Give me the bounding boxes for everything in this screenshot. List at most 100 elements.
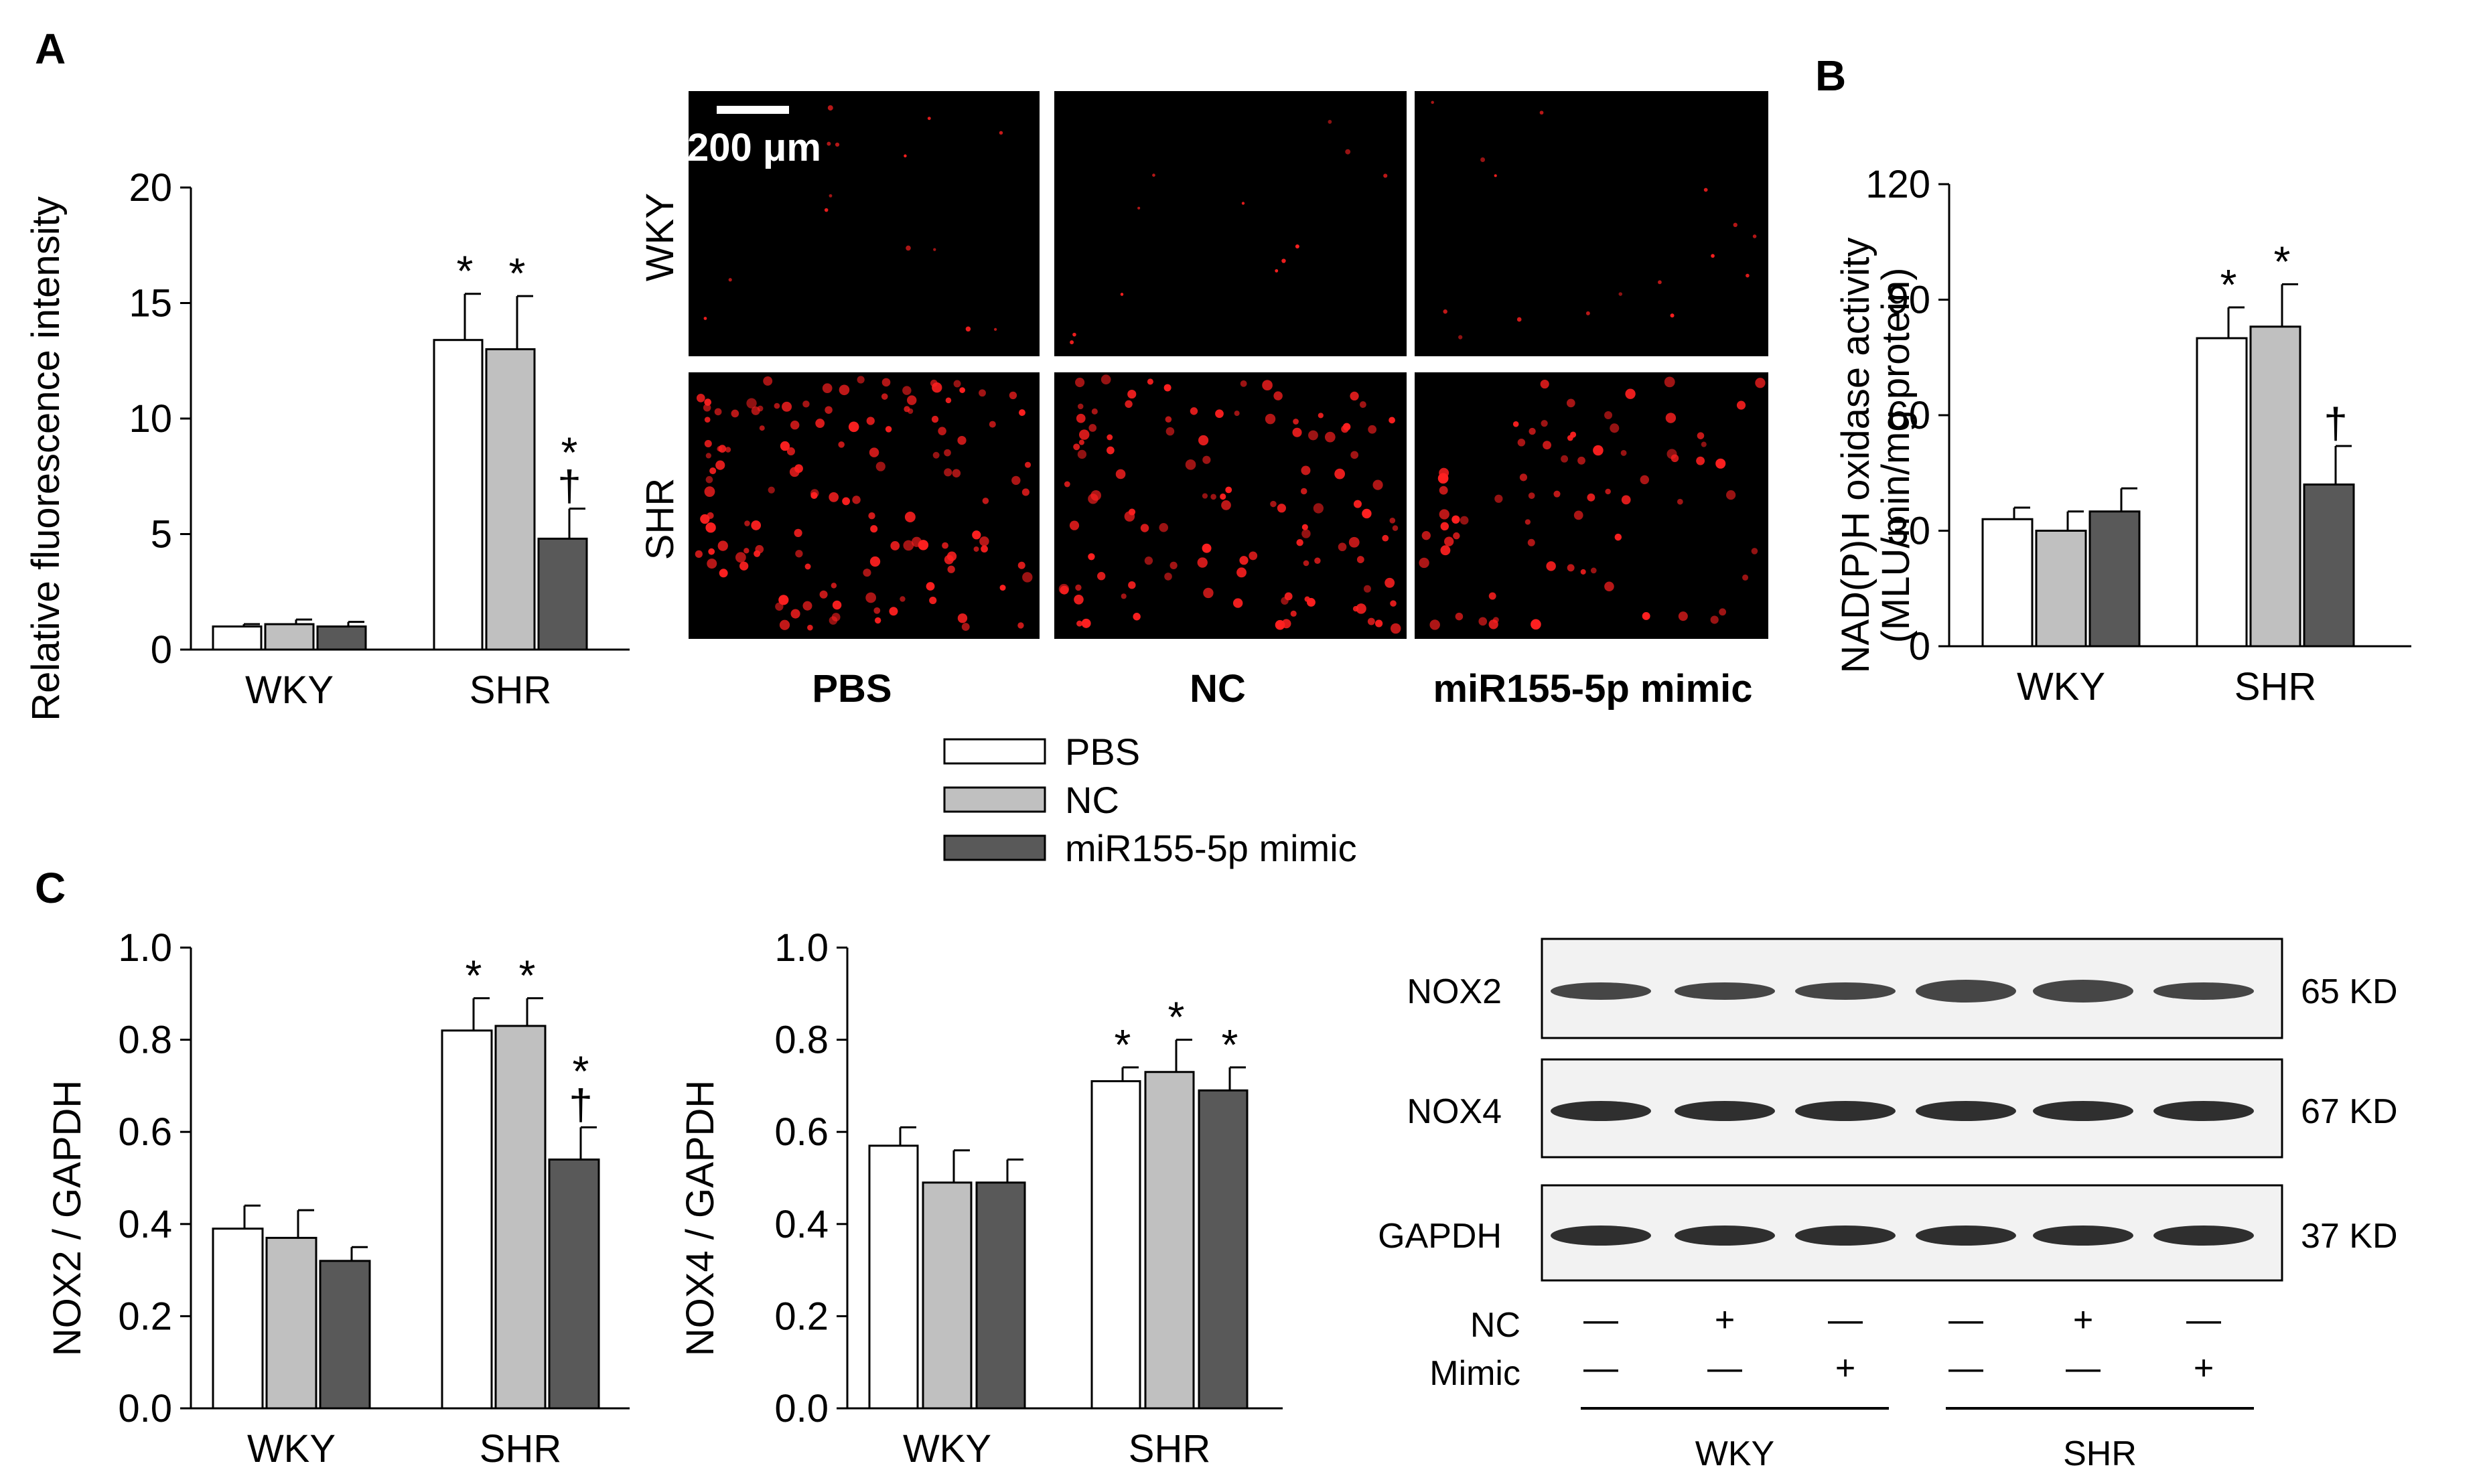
fluorescent-cell [1460,516,1469,525]
fluorescent-cell [790,609,800,619]
blot-condition-mark: + [2073,1301,2093,1339]
fluorescent-cell [926,582,935,591]
fluorescent-cell [780,441,790,451]
bar-wky-nc [264,623,315,651]
western-blot: NOX2 65 KD NOX4 67 KD GAPDH 37 KD NC — + — — + — Mimi… [1378,938,2398,1473]
fluorescent-cell [1075,584,1082,591]
fluorescent-cell [1677,498,1683,505]
fluorescent-cell [1225,486,1232,494]
blot-band [2033,1101,2133,1121]
blot-condition-label: NC [1470,1306,1520,1345]
y-tick-label: 5 [151,513,172,556]
fluorescent-cell [1236,567,1247,578]
fluorescent-cell [953,380,961,388]
fluorescent-cell [1249,551,1258,561]
y-axis-label: NOX4 / GAPDH [679,1080,722,1357]
fluorescent-cell [1147,378,1153,385]
fluorescent-cell [1144,556,1153,565]
fluorescent-cell [1076,620,1083,627]
blot-condition-mark: + [1835,1349,1855,1388]
fluorescent-cell [1580,569,1586,575]
fluorescent-cell [815,419,825,429]
fluorescent-cell [1070,340,1074,345]
micrograph-image [689,372,1040,639]
fluorescent-cell [1133,613,1141,621]
legend: PBS NC miR155-5p mimic [943,731,1357,869]
fluorescent-cell [1451,515,1460,524]
fluorescent-cell [938,427,946,435]
x-category-label: SHR [470,668,551,712]
fluorescent-cell [743,548,750,554]
bar-wky-nc [922,1181,973,1410]
fluorescent-cell [1658,280,1662,285]
fluorescent-cell [870,525,878,533]
bar-wky-pbs [1981,518,2034,648]
fluorescent-cell [1697,432,1705,439]
blot-band-label: NOX2 [1407,972,1502,1011]
fluorescent-cell [708,548,715,555]
fluorescent-cell [1494,174,1497,177]
blot-band [2033,1226,2133,1246]
fluorescent-cell [1107,434,1113,441]
fluorescent-cell [972,530,981,540]
blot-band [1675,1226,1775,1246]
fluorescent-cell [1202,493,1208,499]
fluorescent-cell [1125,400,1133,409]
fluorescent-cell [1715,458,1726,469]
fluorescent-cell [989,421,996,428]
fluorescent-cell [718,445,727,453]
fluorescent-cell [1281,258,1286,263]
fluorescent-cell [1356,603,1366,614]
blot-panel-nox4 [1541,1058,2283,1159]
fluorescent-cell [1128,508,1136,516]
x-category-label: SHR [1129,1427,1210,1471]
blot-condition-mark: + [2194,1349,2214,1388]
fluorescent-cell [957,435,967,445]
y-axis-label: NOX2 / GAPDH [46,1080,89,1357]
fluorescent-cell [1701,441,1707,447]
bar-shr-pbs [441,1029,493,1410]
fluorescent-cell [825,406,833,414]
fluorescent-cell [1585,311,1590,315]
fluorescent-cell [929,596,937,605]
fluorescent-cell [1088,424,1097,432]
y-tick-label: 0 [151,628,172,672]
bar-shr-mir155-5p-mimic [548,1158,600,1410]
fluorescent-cell [1140,524,1149,532]
y-tick-label: 0.0 [118,1387,172,1430]
fluorescent-cell [1711,254,1715,258]
bar-wky-nc [2035,530,2087,648]
fluorescent-cell [757,405,764,412]
blot-condition-mark: — [1707,1349,1742,1388]
fluorescent-cell [1453,532,1460,540]
fluorescent-cell [704,398,711,406]
fluorescent-cell [1604,581,1614,592]
fluorescent-cell [1115,469,1126,479]
fluorescent-cell [1419,557,1429,569]
micrograph-grid: WKY SHR 200 μm PBS NC miR155-5p mimic [638,91,1768,711]
fluorescent-cell [1185,459,1196,470]
fluorescent-cell [1604,411,1613,419]
fluorescent-cell [1546,561,1556,571]
fluorescent-cell [1517,439,1526,447]
blot-band-size: 67 KD [2301,1092,2398,1131]
micrograph-row-label: SHR [638,478,682,560]
fluorescent-cell [1494,494,1503,503]
fluorescent-cell [1561,455,1569,463]
y-tick-label: 1.0 [774,926,829,970]
fluorescent-cell [1163,384,1172,392]
fluorescent-cell [1573,510,1583,520]
significance-marker: * [2220,261,2237,309]
fluorescent-cell [1703,188,1708,192]
fluorescent-cell [1421,531,1431,540]
x-category-label: WKY [903,1427,991,1471]
y-tick-label: 10 [129,397,172,441]
fluorescent-cell [1719,608,1727,616]
fluorescent-cell [700,514,710,524]
fluorescent-cell [1440,522,1449,531]
fluorescent-cell [999,585,1006,591]
fluorescent-cell [1220,493,1226,500]
fluorescent-cell [902,386,912,395]
fluorescent-cell [704,417,711,423]
fluorescent-cell [1277,504,1287,513]
